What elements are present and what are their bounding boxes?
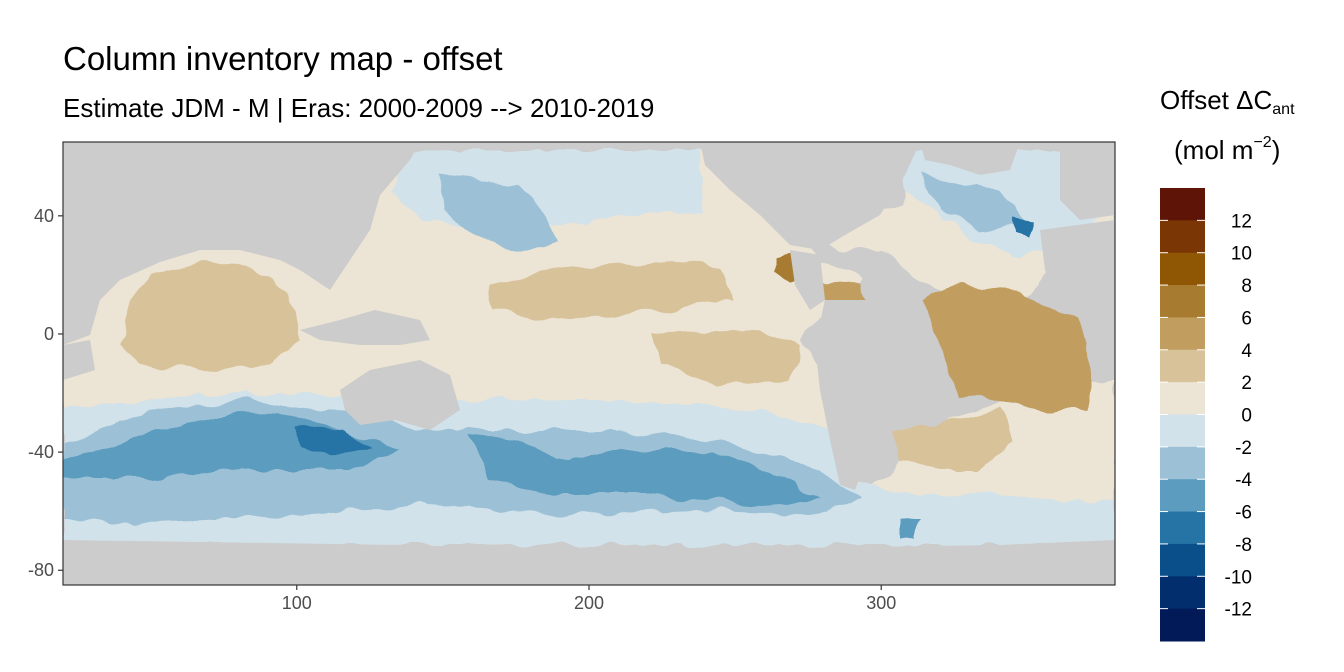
legend-label: -8 xyxy=(1235,535,1252,556)
land-maritime-continent xyxy=(300,310,430,345)
legend-label: -2 xyxy=(1235,438,1252,459)
land-australia xyxy=(340,360,460,430)
legend-colorbar: 12 10 8 6 4 2 0 -2 -4 -6 -8 -10 -12 xyxy=(1160,188,1252,642)
legend-color-bin xyxy=(1160,349,1205,383)
land-asia xyxy=(63,142,420,345)
legend-color-bin xyxy=(1160,608,1205,642)
legend-unit-close: ) xyxy=(1271,135,1281,165)
region-indian-ocean-positive xyxy=(120,262,300,370)
y-tick-label: 40 xyxy=(34,206,54,226)
legend-label: -6 xyxy=(1235,503,1252,524)
region-south-pacific-positive xyxy=(650,330,800,385)
region-gulf-positive xyxy=(815,282,868,305)
land-south-america xyxy=(815,300,925,490)
chart-title: Column inventory map - offset xyxy=(63,40,503,77)
region-southern-ocean-core xyxy=(295,425,370,455)
legend-label: 10 xyxy=(1231,244,1252,265)
region-north-atlantic-spot xyxy=(1012,218,1035,238)
legend-color-bin xyxy=(1160,511,1205,545)
legend-color-bin xyxy=(1160,543,1205,577)
legend-label: 0 xyxy=(1241,406,1252,427)
region-south-atlantic xyxy=(890,410,1010,470)
land-greenland xyxy=(920,142,1020,175)
legend-color-bin xyxy=(1160,576,1205,610)
legend-unit-superscript: −2 xyxy=(1253,134,1272,151)
region-tropical-atlantic-positive xyxy=(920,285,1090,410)
region-southern-ocean-pacific-strong xyxy=(470,435,820,505)
legend-label: 12 xyxy=(1231,211,1252,232)
y-tick-label: -80 xyxy=(28,560,54,580)
legend-color-bin xyxy=(1160,446,1205,480)
legend-label: 8 xyxy=(1241,276,1252,297)
legend-label: -10 xyxy=(1225,567,1252,588)
region-north-pacific-positive xyxy=(490,260,730,320)
legend-label: -4 xyxy=(1235,470,1252,491)
legend-title-main: Offset ΔC xyxy=(1160,85,1273,115)
legend-unit: (mol m−2) xyxy=(1174,134,1280,166)
ocean-field xyxy=(63,142,1115,585)
legend-label: -12 xyxy=(1225,600,1252,621)
x-tick-label: 100 xyxy=(282,593,312,613)
land xyxy=(63,142,1115,585)
region-antarctic-margin xyxy=(63,520,1115,545)
legend-title: Offset ΔCant xyxy=(1160,85,1295,119)
legend-color-bin xyxy=(1160,220,1205,254)
x-tick-label: 200 xyxy=(574,593,604,613)
land-central-america xyxy=(790,250,825,310)
y-tick-label: 0 xyxy=(44,324,54,344)
region-southern-ocean-indian-strong xyxy=(63,410,400,478)
x-tick-label: 300 xyxy=(866,593,896,613)
land-antarctica xyxy=(63,540,1115,585)
y-tick-label: -40 xyxy=(28,442,54,462)
legend-label: 2 xyxy=(1241,373,1252,394)
legend-color-bin xyxy=(1160,317,1205,351)
legend-label: 4 xyxy=(1241,341,1252,362)
legend-unit-open: (mol m xyxy=(1174,135,1254,165)
region-north-atlantic-strong xyxy=(920,175,1030,230)
region-weddell-spot xyxy=(900,520,920,540)
legend-color-bin xyxy=(1160,285,1205,318)
legend-color-bin xyxy=(1160,414,1205,448)
land-africa-west xyxy=(1040,220,1115,380)
legend-title-subscript: ant xyxy=(1272,101,1295,118)
land-north-america xyxy=(700,142,920,250)
region-north-pacific-strong xyxy=(440,175,560,252)
legend-label: 6 xyxy=(1241,308,1252,329)
land-africa-east xyxy=(63,340,95,380)
land-europe xyxy=(1060,142,1115,220)
legend-color-bin xyxy=(1160,252,1205,286)
legend-color-bin xyxy=(1160,382,1205,415)
legend-color-bin xyxy=(1160,479,1205,513)
chart-subtitle: Estimate JDM - M | Eras: 2000-2009 --> 2… xyxy=(63,93,655,123)
legend-color-bin xyxy=(1160,188,1205,221)
